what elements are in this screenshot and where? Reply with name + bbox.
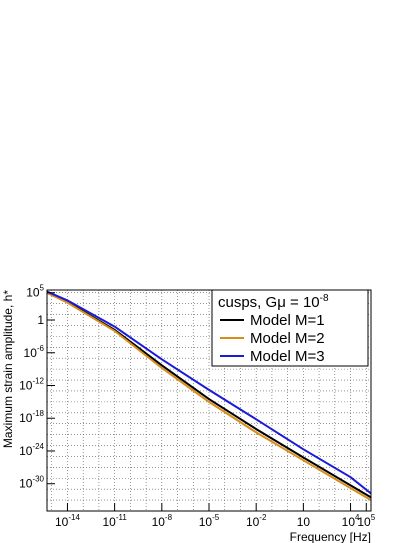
y-tick-label: 10-30 [19, 475, 44, 491]
x-axis-label: Frequency [Hz] [290, 530, 371, 543]
y-tick-label: 10-18 [19, 409, 44, 425]
y-tick-label: 10-6 [24, 344, 45, 360]
y-tick-label: 10-24 [19, 442, 44, 458]
legend-label-m1: Model M=1 [250, 312, 325, 329]
series-lines [46, 290, 372, 501]
x-tick-label: 105 [357, 513, 375, 529]
series-line-m2 [46, 291, 372, 501]
legend-label-m2: Model M=2 [250, 330, 325, 347]
series-line-m3 [46, 290, 372, 495]
legend-label-m3: Model M=3 [250, 348, 325, 365]
y-axis-label: Maximum strain amplitude, h* [1, 290, 15, 448]
x-tick-label: 10-5 [199, 513, 220, 529]
legend-title: cusps, Gμ = 10-8 [218, 293, 329, 311]
y-tick-label: 105 [26, 284, 44, 300]
x-tick-label: 10-14 [55, 513, 80, 529]
legend-box [211, 289, 369, 367]
x-tick-label: 10-2 [246, 513, 267, 529]
x-tick-label: 10 [297, 515, 311, 529]
y-tick-label: 10-12 [19, 376, 44, 392]
y-tick-label: 1 [37, 313, 44, 327]
x-tick-label: 10-11 [102, 513, 127, 529]
x-tick-label: 10-8 [152, 513, 173, 529]
